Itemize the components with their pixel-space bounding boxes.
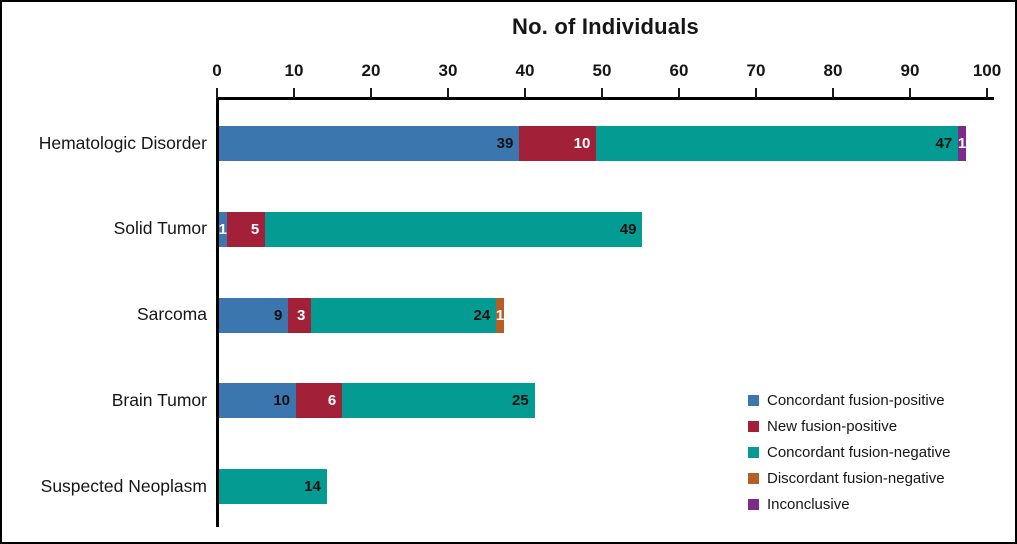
- bar-value-label: 1: [218, 220, 228, 238]
- y-axis-line: [216, 97, 219, 527]
- bar-value-label: 3: [297, 306, 306, 324]
- bar-segment: 10: [519, 126, 597, 161]
- bar-value-label: 39: [496, 135, 514, 152]
- bar-value-label: 10: [573, 135, 591, 152]
- bar-value-label: 1: [957, 135, 967, 152]
- bar-value-label: 24: [473, 306, 491, 324]
- legend-label: Discordant fusion-negative: [767, 469, 945, 487]
- axis-tick-label: 20: [361, 61, 381, 80]
- axis-tick: [986, 88, 988, 98]
- category-label: Suspected Neoplasm: [40, 475, 207, 496]
- bar-segment: 24: [311, 297, 497, 333]
- legend-label: Concordant fusion-negative: [767, 443, 951, 461]
- bar-segment: 39: [219, 126, 520, 161]
- bar-value-label: 25: [512, 392, 529, 410]
- axis-tick: [601, 88, 603, 98]
- axis-tick-label: 40: [515, 61, 535, 80]
- axis-tick-label: 90: [900, 61, 920, 80]
- bar-segment: 49: [265, 211, 643, 247]
- bar-segment: 1: [958, 126, 966, 161]
- bar-segment: 3: [288, 297, 312, 333]
- axis-tick: [370, 88, 372, 98]
- axis-tick-label: 80: [823, 61, 843, 80]
- axis-tick-label: 100: [972, 61, 1002, 80]
- bar-segment: 1: [218, 211, 228, 247]
- axis-tick-label: 50: [592, 61, 612, 80]
- legend-swatch-icon: [748, 498, 759, 510]
- legend-label: New fusion-positive: [767, 417, 898, 435]
- bar-value-label: 49: [619, 220, 637, 238]
- axis-tick: [293, 88, 295, 98]
- legend: Concordant fusion-positive New fusion-pos…: [748, 387, 950, 517]
- category-label: Solid Tumor: [113, 218, 207, 239]
- chart-title: No. of Individuals: [512, 14, 699, 39]
- bar-segment: 10: [219, 383, 296, 419]
- axis-tick-label: 60: [669, 61, 689, 80]
- category-label: Hematologic Disorder: [38, 132, 207, 153]
- category-label: Brain Tumor: [111, 389, 207, 410]
- bar-segment: 47: [596, 126, 959, 161]
- axis-tick: [447, 88, 449, 98]
- axis-tick: [524, 88, 526, 98]
- bar-segment: 9: [219, 297, 289, 333]
- x-axis-line: [216, 97, 994, 100]
- axis-tick-label: 30: [438, 61, 458, 80]
- legend-label: Inconclusive: [767, 495, 850, 513]
- bar-segment: 25: [342, 383, 535, 419]
- axis-tick: [755, 88, 757, 98]
- axis-tick-label: 70: [746, 61, 766, 80]
- bar-value-label: 10: [273, 392, 290, 410]
- bar-value-label: 14: [304, 478, 321, 495]
- legend-item: New fusion-positive: [748, 413, 950, 439]
- legend-item: Concordant fusion-negative: [748, 439, 950, 465]
- bar-value-label: 5: [250, 220, 260, 238]
- legend-item: Concordant fusion-positive: [748, 387, 950, 413]
- axis-tick: [909, 88, 911, 98]
- bar-value-label: 9: [273, 306, 283, 324]
- axis-tick-label: 10: [284, 61, 304, 80]
- axis-tick: [678, 88, 680, 98]
- bar-value-label: 47: [935, 135, 953, 152]
- legend-swatch-icon: [748, 472, 759, 484]
- axis-tick: [832, 88, 834, 98]
- bar-segment: 14: [219, 469, 327, 504]
- legend-label: Concordant fusion-positive: [767, 391, 945, 409]
- category-label: Sarcoma: [136, 304, 207, 324]
- bar-value-label: 6: [327, 392, 337, 410]
- bar-segment: 5: [226, 211, 266, 247]
- legend-swatch-icon: [748, 420, 759, 432]
- legend-item: Inconclusive: [748, 491, 950, 517]
- bar-segment: 6: [296, 383, 343, 419]
- axis-tick-label: 0: [212, 61, 222, 80]
- bar-segment: 1: [495, 297, 505, 333]
- legend-item: Discordant fusion-negative: [748, 465, 950, 491]
- legend-swatch-icon: [748, 394, 759, 406]
- legend-swatch-icon: [748, 446, 759, 458]
- axis-tick: [216, 88, 218, 98]
- bar-value-label: 1: [495, 306, 505, 324]
